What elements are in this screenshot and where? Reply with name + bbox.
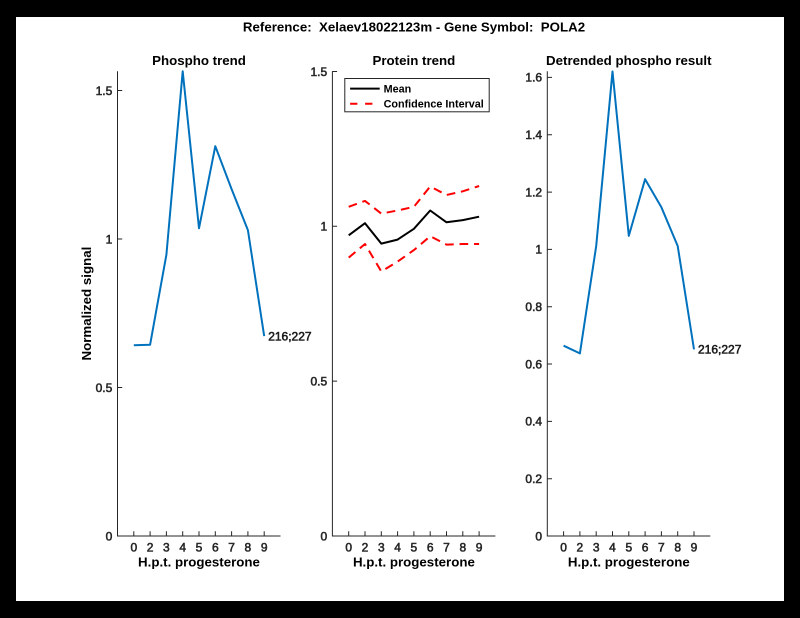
svg-text:Phospho trend: Phospho trend: [152, 53, 246, 68]
svg-text:Protein trend: Protein trend: [373, 53, 456, 68]
svg-text:H.p.t. progesterone: H.p.t. progesterone: [138, 554, 260, 569]
svg-text:Confidence Interval: Confidence Interval: [384, 98, 484, 110]
svg-text:1.5: 1.5: [96, 84, 113, 98]
svg-text:5: 5: [196, 541, 203, 555]
svg-text:2: 2: [147, 541, 154, 555]
svg-text:0.5: 0.5: [311, 374, 328, 388]
svg-text:3: 3: [378, 541, 385, 555]
svg-text:5: 5: [411, 541, 418, 555]
svg-text:7: 7: [443, 541, 450, 555]
svg-text:7: 7: [228, 541, 235, 555]
svg-text:3: 3: [593, 541, 600, 555]
svg-text:0: 0: [345, 541, 352, 555]
svg-text:216;227: 216;227: [268, 329, 312, 343]
svg-text:Mean: Mean: [384, 83, 412, 95]
svg-text:1: 1: [535, 243, 542, 257]
svg-text:216;227: 216;227: [698, 343, 742, 357]
svg-text:0: 0: [130, 541, 137, 555]
svg-text:8: 8: [245, 541, 252, 555]
svg-text:1: 1: [106, 232, 113, 246]
svg-text:0: 0: [321, 529, 328, 543]
svg-text:0: 0: [106, 529, 113, 543]
svg-text:5: 5: [625, 541, 632, 555]
svg-text:Normalized signal: Normalized signal: [79, 247, 94, 361]
svg-text:H.p.t. progesterone: H.p.t. progesterone: [568, 554, 690, 569]
svg-text:2: 2: [577, 541, 584, 555]
svg-text:7: 7: [658, 541, 665, 555]
svg-text:0: 0: [560, 541, 567, 555]
svg-text:0.2: 0.2: [525, 472, 542, 486]
svg-text:Detrended phospho result: Detrended phospho result: [546, 53, 712, 68]
svg-text:0: 0: [535, 529, 542, 543]
svg-text:8: 8: [459, 541, 466, 555]
svg-text:1.2: 1.2: [525, 185, 542, 199]
svg-text:9: 9: [261, 541, 268, 555]
svg-text:Reference: Xelaev18022123m -: Reference: Xelaev18022123m - Gene Symbol…: [243, 19, 585, 34]
svg-text:2: 2: [362, 541, 369, 555]
svg-text:3: 3: [163, 541, 170, 555]
svg-text:0.6: 0.6: [525, 357, 542, 371]
svg-text:1: 1: [321, 220, 328, 234]
svg-text:0.5: 0.5: [96, 381, 113, 395]
svg-text:1.6: 1.6: [525, 71, 542, 85]
svg-text:H.p.t. progesterone: H.p.t. progesterone: [353, 554, 475, 569]
svg-text:0.4: 0.4: [525, 415, 542, 429]
svg-text:8: 8: [674, 541, 681, 555]
svg-text:4: 4: [609, 541, 616, 555]
svg-text:1.4: 1.4: [525, 128, 542, 142]
svg-text:6: 6: [427, 541, 434, 555]
svg-text:1.5: 1.5: [311, 65, 328, 79]
svg-text:4: 4: [394, 541, 401, 555]
svg-text:6: 6: [642, 541, 649, 555]
svg-text:0.8: 0.8: [525, 300, 542, 314]
svg-text:4: 4: [179, 541, 186, 555]
svg-text:6: 6: [212, 541, 219, 555]
svg-text:9: 9: [691, 541, 698, 555]
svg-text:9: 9: [476, 541, 483, 555]
